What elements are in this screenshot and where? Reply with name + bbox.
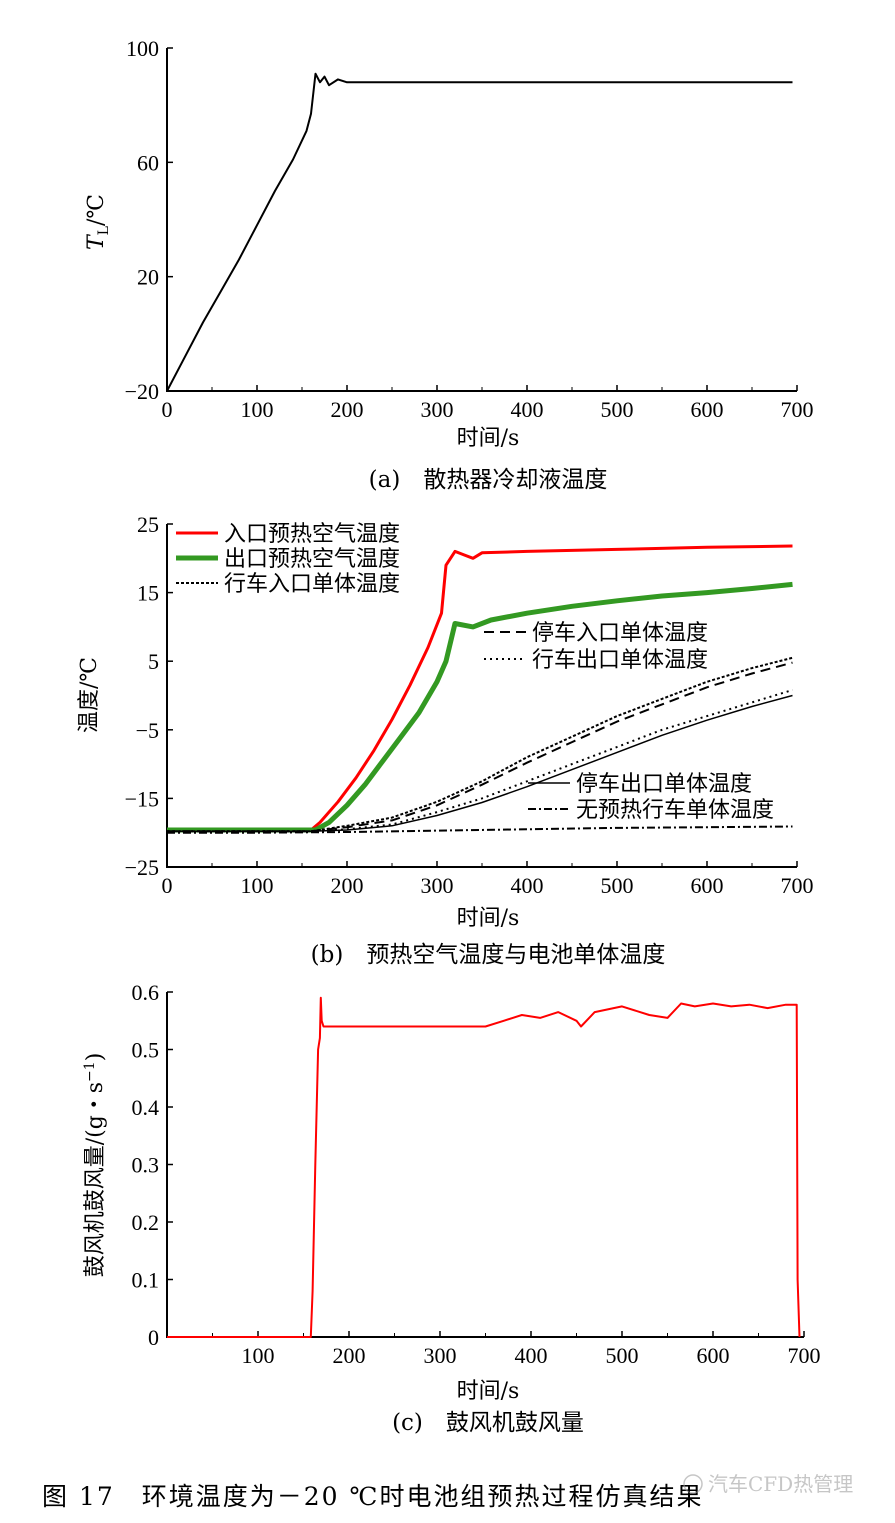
series-line-7: [167, 825, 793, 834]
series-line-2: [167, 581, 793, 833]
legend-label: 停车入口单体温度: [532, 621, 708, 646]
y-tick-label: −5: [136, 718, 159, 743]
wechat-icon: [683, 1474, 703, 1494]
chart-b-x-ticks: 0 100 200 300 400 500 600 700: [162, 861, 814, 898]
y-tick-label: −15: [125, 786, 159, 811]
chart-c-xlabel: 时间/s: [457, 1379, 520, 1404]
chart-c-x-ticks: 100 200 300 400 500 600 700: [212, 1331, 821, 1368]
y-tick-label: 25: [137, 512, 159, 537]
series-line-3: [167, 656, 793, 833]
x-tick-label: 500: [601, 873, 634, 898]
chart-a-ylabel: TL/℃: [84, 194, 112, 250]
watermark: 汽车CFD热管理: [683, 1472, 853, 1496]
y-tick-label: 0.4: [132, 1095, 160, 1120]
chart-a-caption: (a) 散热器冷却液温度: [369, 467, 608, 493]
series-line-1: [167, 996, 801, 1338]
y-tick-label: 5: [148, 649, 159, 674]
y-tick-label: 100: [126, 36, 159, 61]
chart-c-axes: [166, 992, 804, 1338]
x-tick-label: 0: [162, 873, 173, 898]
x-tick-label: 500: [606, 1343, 639, 1368]
y-tick-label: 0.6: [132, 980, 160, 1005]
y-tick-label: 0.5: [132, 1038, 160, 1063]
y-tick-label: 20: [137, 265, 159, 290]
x-tick-label: 300: [424, 1343, 457, 1368]
y-tick-label: 0.2: [132, 1210, 160, 1235]
chart-b-series: [167, 544, 793, 834]
chart-c-caption: (c) 鼓风机鼓风量: [392, 1410, 584, 1436]
axis-lines: [166, 992, 804, 1338]
x-tick-label: 200: [333, 1343, 366, 1368]
x-tick-label: 400: [511, 873, 544, 898]
y-tick-label: −25: [125, 855, 159, 880]
chart-a-axes: [166, 48, 797, 392]
x-tick-label: 0: [162, 397, 173, 422]
x-tick-label: 400: [511, 397, 544, 422]
series-line-6: [167, 694, 793, 833]
chart-a-coolant-temperature: 0 100 200 300 400 500 600 700 −20 20 60 100 时间/s T…: [84, 36, 814, 493]
x-tick-label: 700: [788, 1343, 821, 1368]
chart-a-series: [166, 72, 793, 392]
y-tick-label: 0: [148, 1325, 159, 1350]
y-tick-label: −20: [125, 379, 159, 404]
x-tick-label: 300: [421, 873, 454, 898]
y-tick-label: 0.1: [132, 1268, 160, 1293]
axis-lines: [166, 48, 797, 392]
x-tick-label: 600: [691, 397, 724, 422]
legend-label: 行车入口单体温度: [224, 572, 400, 597]
x-tick-label: 500: [601, 397, 634, 422]
x-tick-label: 300: [421, 397, 454, 422]
x-tick-label: 200: [331, 873, 364, 898]
chart-c-series: [167, 996, 801, 1338]
chart-b-ylabel: 温度/℃: [77, 657, 102, 733]
x-tick-label: 700: [781, 873, 814, 898]
x-tick-label: 600: [697, 1343, 730, 1368]
series-line-4: [167, 661, 793, 833]
chart-c-y-ticks: 0 0.1 0.2 0.3 0.4 0.5 0.6: [132, 980, 173, 1350]
chart-c-blower-flow: 100 200 300 400 500 600 700 0 0.1 0.2 0.3 0.4 0.5 0.…: [82, 980, 821, 1436]
legend-label: 停车出口单体温度: [576, 772, 752, 797]
x-tick-label: 100: [242, 1343, 275, 1368]
legend-label: 行车出口单体温度: [532, 648, 708, 673]
x-tick-label: 100: [241, 397, 274, 422]
x-tick-label: 400: [515, 1343, 548, 1368]
x-tick-label: 200: [331, 397, 364, 422]
legend-label: 入口预热空气温度: [224, 522, 400, 547]
chart-a-y-ticks: −20 20 60 100: [125, 36, 173, 404]
chart-b-caption: (b) 预热空气温度与电池单体温度: [311, 942, 666, 968]
series-line-1: [166, 72, 793, 392]
y-tick-label: 60: [137, 150, 159, 175]
figure-caption: 图 17 环境温度为－20 ℃时电池组预热过程仿真结果: [42, 1482, 704, 1511]
x-tick-label: 600: [691, 873, 724, 898]
chart-b-y-ticks: −25 −15 −5 5 15 25: [125, 512, 173, 880]
chart-b-xlabel: 时间/s: [457, 906, 520, 931]
y-tick-label: 0.3: [132, 1153, 160, 1178]
legend-label: 无预热行车单体温度: [576, 798, 774, 823]
chart-a-xlabel: 时间/s: [457, 426, 520, 451]
watermark-text: 汽车CFD热管理: [708, 1472, 853, 1496]
chart-a-x-ticks: 0 100 200 300 400 500 600 700: [162, 385, 814, 422]
chart-c-ylabel: 鼓风机鼓风量/(g・s−1): [82, 1053, 108, 1278]
y-tick-label: 15: [137, 581, 159, 606]
chart-b-legend: 入口预热空气温度出口预热空气温度行车入口单体温度停车入口单体温度行车出口单体温度…: [176, 522, 774, 823]
x-tick-label: 700: [781, 397, 814, 422]
chart-b-air-and-cell-temperature: 0 100 200 300 400 500 600 700 −25 −15 −5 5 15 25 入口预…: [77, 512, 814, 968]
legend-label: 出口预热空气温度: [224, 547, 400, 572]
x-tick-label: 100: [241, 873, 274, 898]
series-line-1: [167, 544, 793, 832]
